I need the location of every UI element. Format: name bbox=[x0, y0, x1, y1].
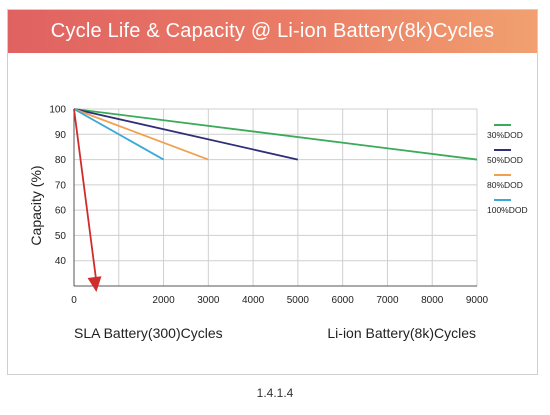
chart-title: Cycle Life & Capacity @ Li-ion Battery(8… bbox=[8, 10, 537, 53]
y-tick-label: 70 bbox=[55, 180, 67, 191]
x-tick-label: 3000 bbox=[197, 295, 220, 306]
bottom-label-liion: Li-ion Battery(8k)Cycles bbox=[327, 325, 476, 341]
series-line-30pct-dod bbox=[73, 108, 478, 161]
x-tick-label: 6000 bbox=[332, 295, 355, 306]
y-tick-label: 90 bbox=[55, 130, 67, 141]
x-tick-label: 9000 bbox=[466, 295, 489, 306]
legend-label: 30%DOD bbox=[487, 130, 523, 140]
x-tick-label: 7000 bbox=[376, 295, 399, 306]
annotation-arrow-line bbox=[73, 108, 98, 283]
annotation-arrow-head bbox=[87, 276, 102, 292]
x-tick-label: 8000 bbox=[421, 295, 444, 306]
chart-card: Cycle Life & Capacity @ Li-ion Battery(8… bbox=[7, 9, 538, 375]
figure-caption: 1.4.1.4 bbox=[256, 386, 294, 400]
legend-label: 80%DOD bbox=[487, 180, 523, 190]
y-tick-label: 50 bbox=[55, 231, 67, 242]
legend-label: 100%DOD bbox=[487, 205, 528, 215]
bottom-label-sla: SLA Battery(300)Cycles bbox=[74, 325, 223, 341]
y-tick-label: 100 bbox=[49, 105, 66, 116]
y-tick-label: 40 bbox=[55, 256, 67, 267]
y-tick-label: 60 bbox=[55, 206, 67, 217]
y-tick-label: 80 bbox=[55, 155, 67, 166]
series-line-80pct-dod bbox=[73, 108, 209, 161]
x-tick-label: 0 bbox=[71, 295, 77, 306]
y-axis-title: Capacity (%) bbox=[28, 165, 44, 245]
series-line-50pct-dod bbox=[73, 108, 299, 161]
x-tick-label: 2000 bbox=[152, 295, 175, 306]
x-tick-label: 4000 bbox=[242, 295, 265, 306]
x-tick-label: 5000 bbox=[287, 295, 310, 306]
legend-label: 50%DOD bbox=[487, 155, 523, 165]
series-line-100pct-dod bbox=[73, 108, 164, 161]
